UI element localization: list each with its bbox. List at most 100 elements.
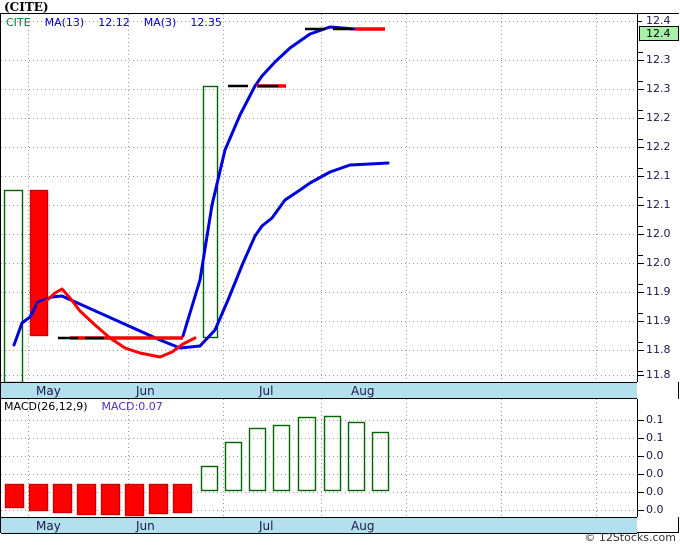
legend-ma3-label: MA(3) <box>143 16 177 29</box>
legend-symbol: CITE <box>6 16 31 29</box>
price-tick-label: 11.9 <box>646 314 671 327</box>
date-axis-label: Aug <box>351 384 375 398</box>
date-axis-label: May <box>36 384 61 398</box>
date-axis-label: May <box>36 519 61 533</box>
macd-bar[interactable] <box>323 415 342 492</box>
tick-mark <box>638 510 644 511</box>
tick-mark <box>638 147 644 148</box>
price-tick-label: 12.0 <box>646 227 671 240</box>
price-minor-tick <box>638 109 643 111</box>
price-legend: CITE MA(13) 12.12 MA(3) 12.35 <box>6 16 222 29</box>
macd-chart-panel[interactable] <box>1 399 637 517</box>
price-chart-panel[interactable] <box>1 14 637 382</box>
tick-mark <box>638 375 644 376</box>
macd-tick-label: 0.0 <box>646 485 664 498</box>
price-tick-label: 12.2 <box>646 111 671 124</box>
price-minor-tick <box>638 196 643 198</box>
price-gridlines <box>1 14 637 382</box>
tick-mark <box>638 292 644 293</box>
date-axis-label: Jul <box>259 519 274 533</box>
macd-bar[interactable] <box>124 483 145 517</box>
date-axis-top: May Jun Jul Aug <box>1 382 637 399</box>
price-tick-label: 11.9 <box>646 285 671 298</box>
macd-plot <box>1 399 637 517</box>
price-minor-tick <box>638 341 643 343</box>
ma-line[interactable] <box>36 287 197 359</box>
price-minor-tick <box>638 138 643 140</box>
price-y-axis: 12.4 12.3 12.3 12.2 12.2 12.1 12.1 12.0 12.0 11.9… <box>637 14 679 382</box>
tick-mark <box>638 420 644 421</box>
macd-tick-label: 0.0 <box>646 503 664 516</box>
macd-bar[interactable] <box>272 424 291 492</box>
macd-bar[interactable] <box>28 483 49 512</box>
macd-legend: MACD(26,12,9) MACD:0.07 <box>4 400 163 413</box>
macd-indicator-label: MACD(26,12,9) <box>4 400 88 413</box>
last-price-badge: 12.4 <box>639 26 679 41</box>
price-tick-label: 12.4 <box>646 14 671 27</box>
tick-mark <box>638 234 644 235</box>
page-title: (CITE) <box>4 0 49 14</box>
tick-mark <box>638 456 644 457</box>
legend-ma13-value: 12.12 <box>98 16 130 29</box>
flat-red-segments <box>70 27 385 340</box>
macd-bar[interactable] <box>100 483 121 516</box>
date-axis-label: Jun <box>136 384 155 398</box>
macd-value-label: MACD:0.07 <box>101 400 163 413</box>
price-tick-label: 11.8 <box>646 368 671 381</box>
tick-mark <box>638 205 644 206</box>
tick-mark <box>638 321 644 322</box>
macd-tick-label: 0.1 <box>646 413 664 426</box>
tick-mark <box>638 438 644 439</box>
price-tick-label: 12.3 <box>646 53 671 66</box>
ma-line[interactable] <box>181 25 357 338</box>
tick-mark <box>638 263 644 264</box>
macd-bar[interactable] <box>371 431 390 492</box>
tick-mark <box>638 176 644 177</box>
macd-bar[interactable] <box>200 465 219 492</box>
tick-mark <box>638 89 644 90</box>
price-minor-tick <box>638 370 643 372</box>
price-minor-tick <box>638 51 643 53</box>
price-tick-label: 11.8 <box>646 343 671 356</box>
macd-bar[interactable] <box>172 483 193 514</box>
macd-bar[interactable] <box>76 483 97 516</box>
macd-bar[interactable] <box>4 483 25 509</box>
price-tick-label: 12.1 <box>646 169 671 182</box>
tick-mark <box>638 474 644 475</box>
macd-bar[interactable] <box>297 416 317 492</box>
tick-mark <box>638 21 642 22</box>
macd-histogram <box>4 415 390 517</box>
macd-bar[interactable] <box>52 483 73 514</box>
date-axis-label: Jun <box>136 519 155 533</box>
date-axis-bottom: May Jun Jul Aug <box>1 517 637 534</box>
price-minor-tick <box>638 283 643 285</box>
tick-mark <box>638 350 644 351</box>
dashed-markers <box>58 27 353 340</box>
macd-bar[interactable] <box>248 427 267 492</box>
macd-bar[interactable] <box>224 441 243 492</box>
legend-ma3-value: 12.35 <box>190 16 222 29</box>
macd-gridlines <box>1 399 637 517</box>
macd-tick-label: 0.0 <box>646 467 664 480</box>
macd-y-axis: 0.1 0.1 0.0 0.0 0.0 0.0 <box>637 399 679 517</box>
last-price-value: 12.4 <box>646 27 671 40</box>
moving-average-lines <box>12 25 390 359</box>
price-plot <box>1 14 637 382</box>
macd-tick-label: 0.0 <box>646 449 664 462</box>
candlestick-up[interactable] <box>3 189 24 383</box>
macd-bar[interactable] <box>347 421 366 492</box>
price-minor-tick <box>638 80 643 82</box>
date-axis-label: Aug <box>351 519 375 533</box>
ma-line[interactable] <box>12 161 390 350</box>
watermark: © 12Stocks.com <box>584 531 676 544</box>
price-tick-label: 12.1 <box>646 198 671 211</box>
candlestick-up[interactable] <box>202 85 219 339</box>
tick-mark <box>638 118 644 119</box>
price-tick-label: 12.3 <box>646 82 671 95</box>
price-minor-tick <box>638 225 643 227</box>
price-tick-label: 12.0 <box>646 256 671 269</box>
macd-bar[interactable] <box>148 483 169 515</box>
legend-ma13-label: MA(13) <box>44 16 85 29</box>
date-axis-label: Jul <box>259 384 274 398</box>
